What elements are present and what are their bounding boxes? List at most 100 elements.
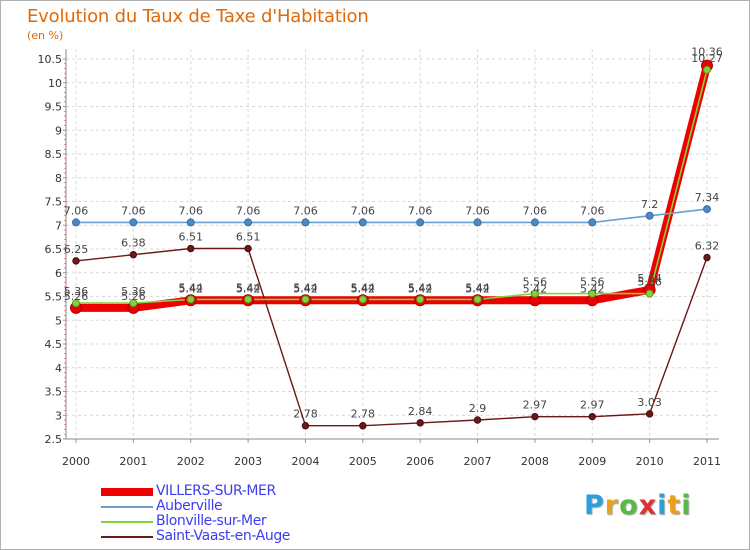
- data-label-s0-2003: 5.42: [236, 282, 261, 295]
- y-tick-label: 5.5: [45, 291, 63, 304]
- data-point-s1-2003: [244, 218, 253, 227]
- data-point-s3-2008: [531, 412, 539, 421]
- data-label-s1-2009: 7.06: [580, 204, 605, 217]
- data-point-s3-2007: [473, 416, 482, 424]
- grid: [66, 49, 719, 440]
- data-point-s3-2002: [187, 244, 195, 253]
- data-label-s2-2011: 10.27: [691, 52, 723, 65]
- x-tick-label: 2001: [119, 455, 147, 468]
- data-point-s2-2010: [645, 289, 654, 298]
- data-label-s3-2003: 6.51: [236, 231, 261, 244]
- data-point-s3-2001: [129, 251, 138, 259]
- y-tick-label: 6: [55, 267, 62, 280]
- data-label-s1-2011: 7.34: [695, 191, 720, 204]
- y-tick-label: 3.5: [45, 386, 63, 399]
- data-point-s3-2006: [416, 419, 424, 427]
- data-label-s3-2010: 3.03: [637, 396, 662, 409]
- logo-letter: t: [667, 490, 682, 521]
- series-line-1: [76, 208, 708, 224]
- logo-letter: i: [657, 490, 668, 521]
- data-point-s2-2009: [588, 289, 597, 298]
- data-point-s2-2004: [301, 295, 310, 304]
- x-tick-label: 2007: [464, 455, 492, 468]
- data-label-s3-2004: 2.78: [293, 408, 318, 421]
- series-points: [70, 59, 713, 430]
- data-label-s2-2002: 5.44: [178, 281, 203, 294]
- logo-letter: P: [584, 490, 605, 521]
- data-label-s3-2007: 2.9: [469, 402, 487, 415]
- series-line-3: [75, 247, 708, 427]
- x-tick-label: 2005: [349, 455, 377, 468]
- data-label-s3-2005: 2.78: [351, 408, 376, 421]
- data-label-s1-2003: 7.06: [236, 204, 261, 217]
- y-tick-label: 8.5: [45, 148, 63, 161]
- data-label-s2-2010: 5.56: [637, 276, 662, 289]
- logo-letter: i: [681, 490, 692, 521]
- data-label-s1-2010: 7.2: [641, 198, 659, 211]
- x-tick-label: 2011: [693, 455, 721, 468]
- y-tick-label: 10: [48, 77, 62, 90]
- legend-label-saint-vaast: Saint-Vaast-en-Auge: [156, 528, 291, 544]
- legend-label-villers: VILLERS-SUR-MER: [156, 483, 276, 499]
- y-tick-label: 8: [55, 172, 62, 185]
- data-point-s1-2011: [703, 205, 711, 214]
- data-label-s0-2000: 5.26: [64, 290, 89, 303]
- legend-swatch-auberville: [101, 506, 153, 508]
- data-point-s3-2004: [301, 422, 310, 430]
- data-label-s1-2007: 7.06: [465, 204, 490, 217]
- data-label-s1-2005: 7.06: [351, 204, 376, 217]
- axes: 2.533.544.555.566.577.588.599.51010.5200…: [38, 49, 721, 468]
- y-tick-label: 10.5: [38, 53, 63, 66]
- data-label-s1-2000: 7.06: [64, 204, 89, 217]
- data-label-s0-2009: 5.42: [580, 282, 605, 295]
- series-line-0: [76, 64, 711, 312]
- data-point-s2-2008: [530, 289, 539, 298]
- x-tick-label: 2010: [636, 455, 664, 468]
- logo-letter: r: [604, 490, 620, 521]
- legend-swatch-villers: [101, 488, 153, 496]
- data-label-s1-2002: 7.06: [178, 204, 203, 217]
- data-label-s3-2002: 6.51: [178, 231, 203, 244]
- data-label-s0-2011: 10.36: [691, 46, 723, 59]
- data-point-s3-2003: [244, 244, 252, 253]
- data-label-s0-2004: 5.42: [293, 282, 318, 295]
- data-point-s1-2002: [186, 218, 195, 227]
- data-point-s2-2007: [473, 295, 482, 304]
- y-tick-label: 7.5: [45, 196, 63, 209]
- data-label-s3-2009: 2.97: [580, 399, 605, 412]
- data-point-s1-2008: [530, 218, 539, 227]
- data-label-s2-2000: 5.36: [64, 285, 89, 298]
- data-label-s3-2000: 6.25: [64, 243, 89, 256]
- data-point-s1-2010: [645, 211, 654, 220]
- data-point-s1-2005: [358, 218, 367, 227]
- data-label-s2-2009: 5.56: [580, 276, 605, 289]
- y-tick-label: 2.5: [45, 433, 63, 446]
- data-label-s3-2001: 6.38: [121, 237, 146, 250]
- y-tick-label: 9: [55, 124, 62, 137]
- data-point-s1-2001: [129, 218, 138, 227]
- data-label-s1-2006: 7.06: [408, 204, 433, 217]
- y-tick-label: 4.5: [45, 338, 63, 351]
- data-label-s2-2007: 5.44: [465, 281, 490, 294]
- series-lines: [75, 64, 711, 427]
- data-label-s3-2008: 2.97: [523, 399, 548, 412]
- logo-letter: x: [638, 490, 658, 521]
- x-tick-label: 2004: [291, 455, 319, 468]
- data-label-s0-2007: 5.42: [465, 282, 490, 295]
- legend-swatch-saint-vaast: [101, 536, 153, 538]
- data-point-s2-2001: [129, 299, 138, 308]
- data-point-s1-2004: [301, 218, 310, 227]
- data-label-s1-2004: 7.06: [293, 204, 318, 217]
- data-point-s3-2009: [588, 412, 596, 421]
- data-label-s0-2001: 5.26: [121, 290, 146, 303]
- y-tick-label: 7: [55, 219, 62, 232]
- chart-title: Evolution du Taux de Taxe d'Habitation: [27, 6, 369, 27]
- data-point-s3-2010: [645, 410, 654, 418]
- data-label-s2-2004: 5.44: [293, 281, 318, 294]
- data-point-s1-2000: [72, 218, 80, 227]
- data-point-s2-2000: [72, 299, 80, 308]
- y-tick-label: 3: [55, 409, 62, 422]
- y-tick-label: 5: [55, 314, 62, 327]
